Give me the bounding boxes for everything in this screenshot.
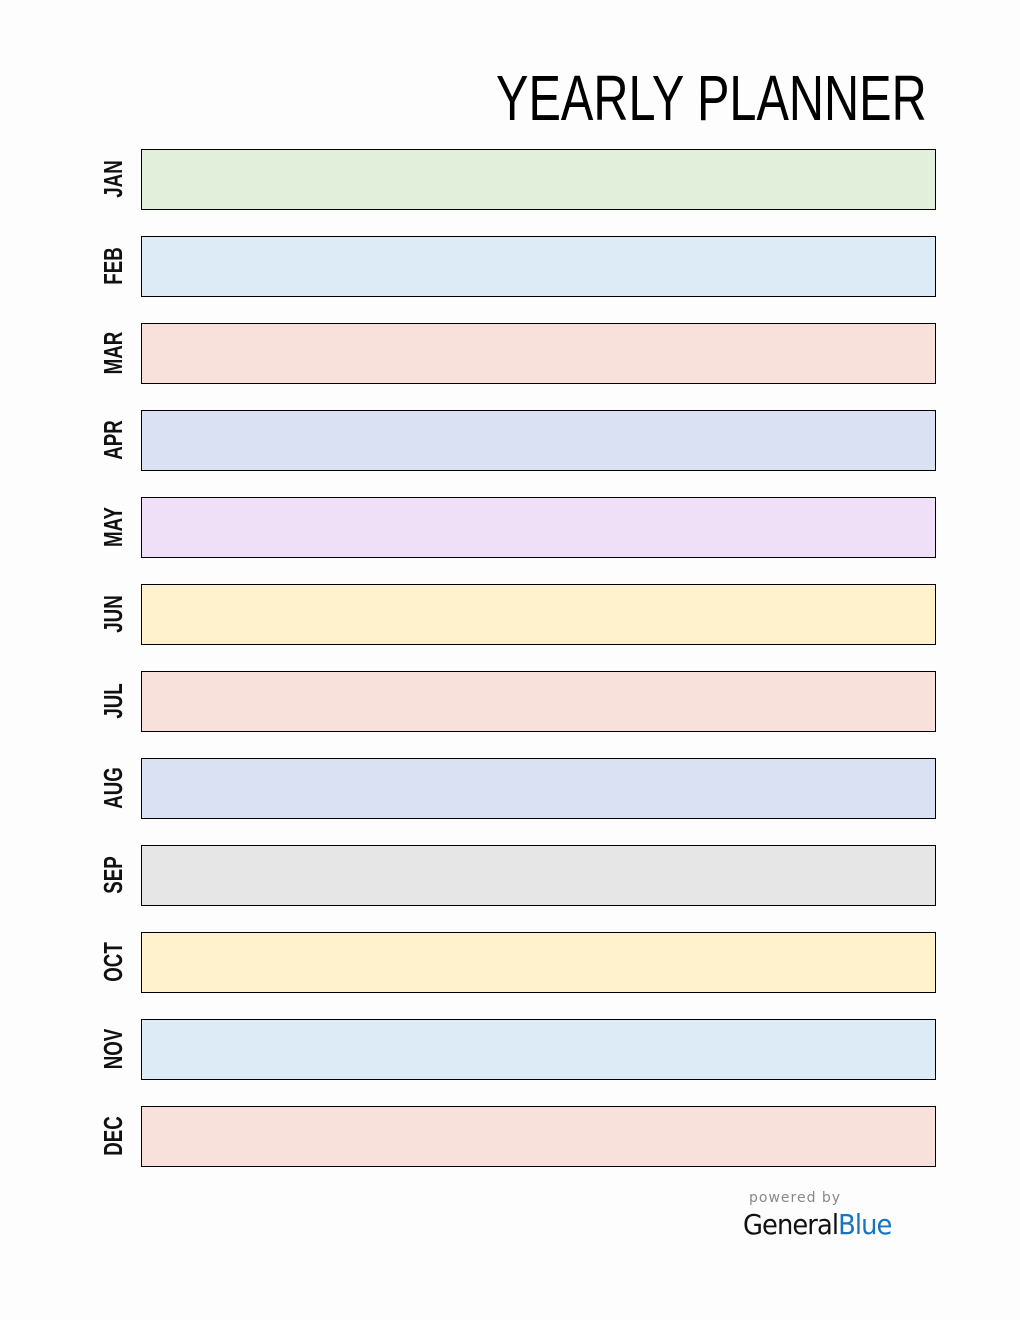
month-box-jul[interactable] xyxy=(141,671,936,732)
month-label-text: JUN xyxy=(98,595,128,633)
month-box-nov[interactable] xyxy=(141,1019,936,1080)
month-label-text: SEP xyxy=(98,856,128,894)
brand-blue: Blue xyxy=(838,1208,892,1241)
month-box-feb[interactable] xyxy=(141,236,936,297)
month-box-mar[interactable] xyxy=(141,323,936,384)
month-label-text: JUL xyxy=(98,683,128,719)
month-label-text: MAR xyxy=(98,331,128,375)
month-label-text: MAY xyxy=(98,507,128,547)
month-label-text: DEC xyxy=(98,1116,128,1156)
month-label-text: OCT xyxy=(98,942,128,982)
month-label-text: NOV xyxy=(98,1028,128,1070)
month-box-may[interactable] xyxy=(141,497,936,558)
month-label-text: FEB xyxy=(98,247,128,285)
month-label-text: JAN xyxy=(98,160,128,198)
month-label-text: AUG xyxy=(98,767,128,809)
month-label-text: APR xyxy=(98,420,128,460)
month-box-dec[interactable] xyxy=(141,1106,936,1167)
month-box-jan[interactable] xyxy=(141,149,936,210)
month-box-jun[interactable] xyxy=(141,584,936,645)
month-box-apr[interactable] xyxy=(141,410,936,471)
generalblue-logo[interactable]: GeneralBlue xyxy=(743,1208,892,1241)
month-box-sep[interactable] xyxy=(141,845,936,906)
powered-by-text: powered by xyxy=(749,1190,842,1206)
month-box-oct[interactable] xyxy=(141,932,936,993)
page-title: YEARLY PLANNER xyxy=(496,62,927,134)
brand-general: General xyxy=(743,1208,839,1241)
month-box-aug[interactable] xyxy=(141,758,936,819)
